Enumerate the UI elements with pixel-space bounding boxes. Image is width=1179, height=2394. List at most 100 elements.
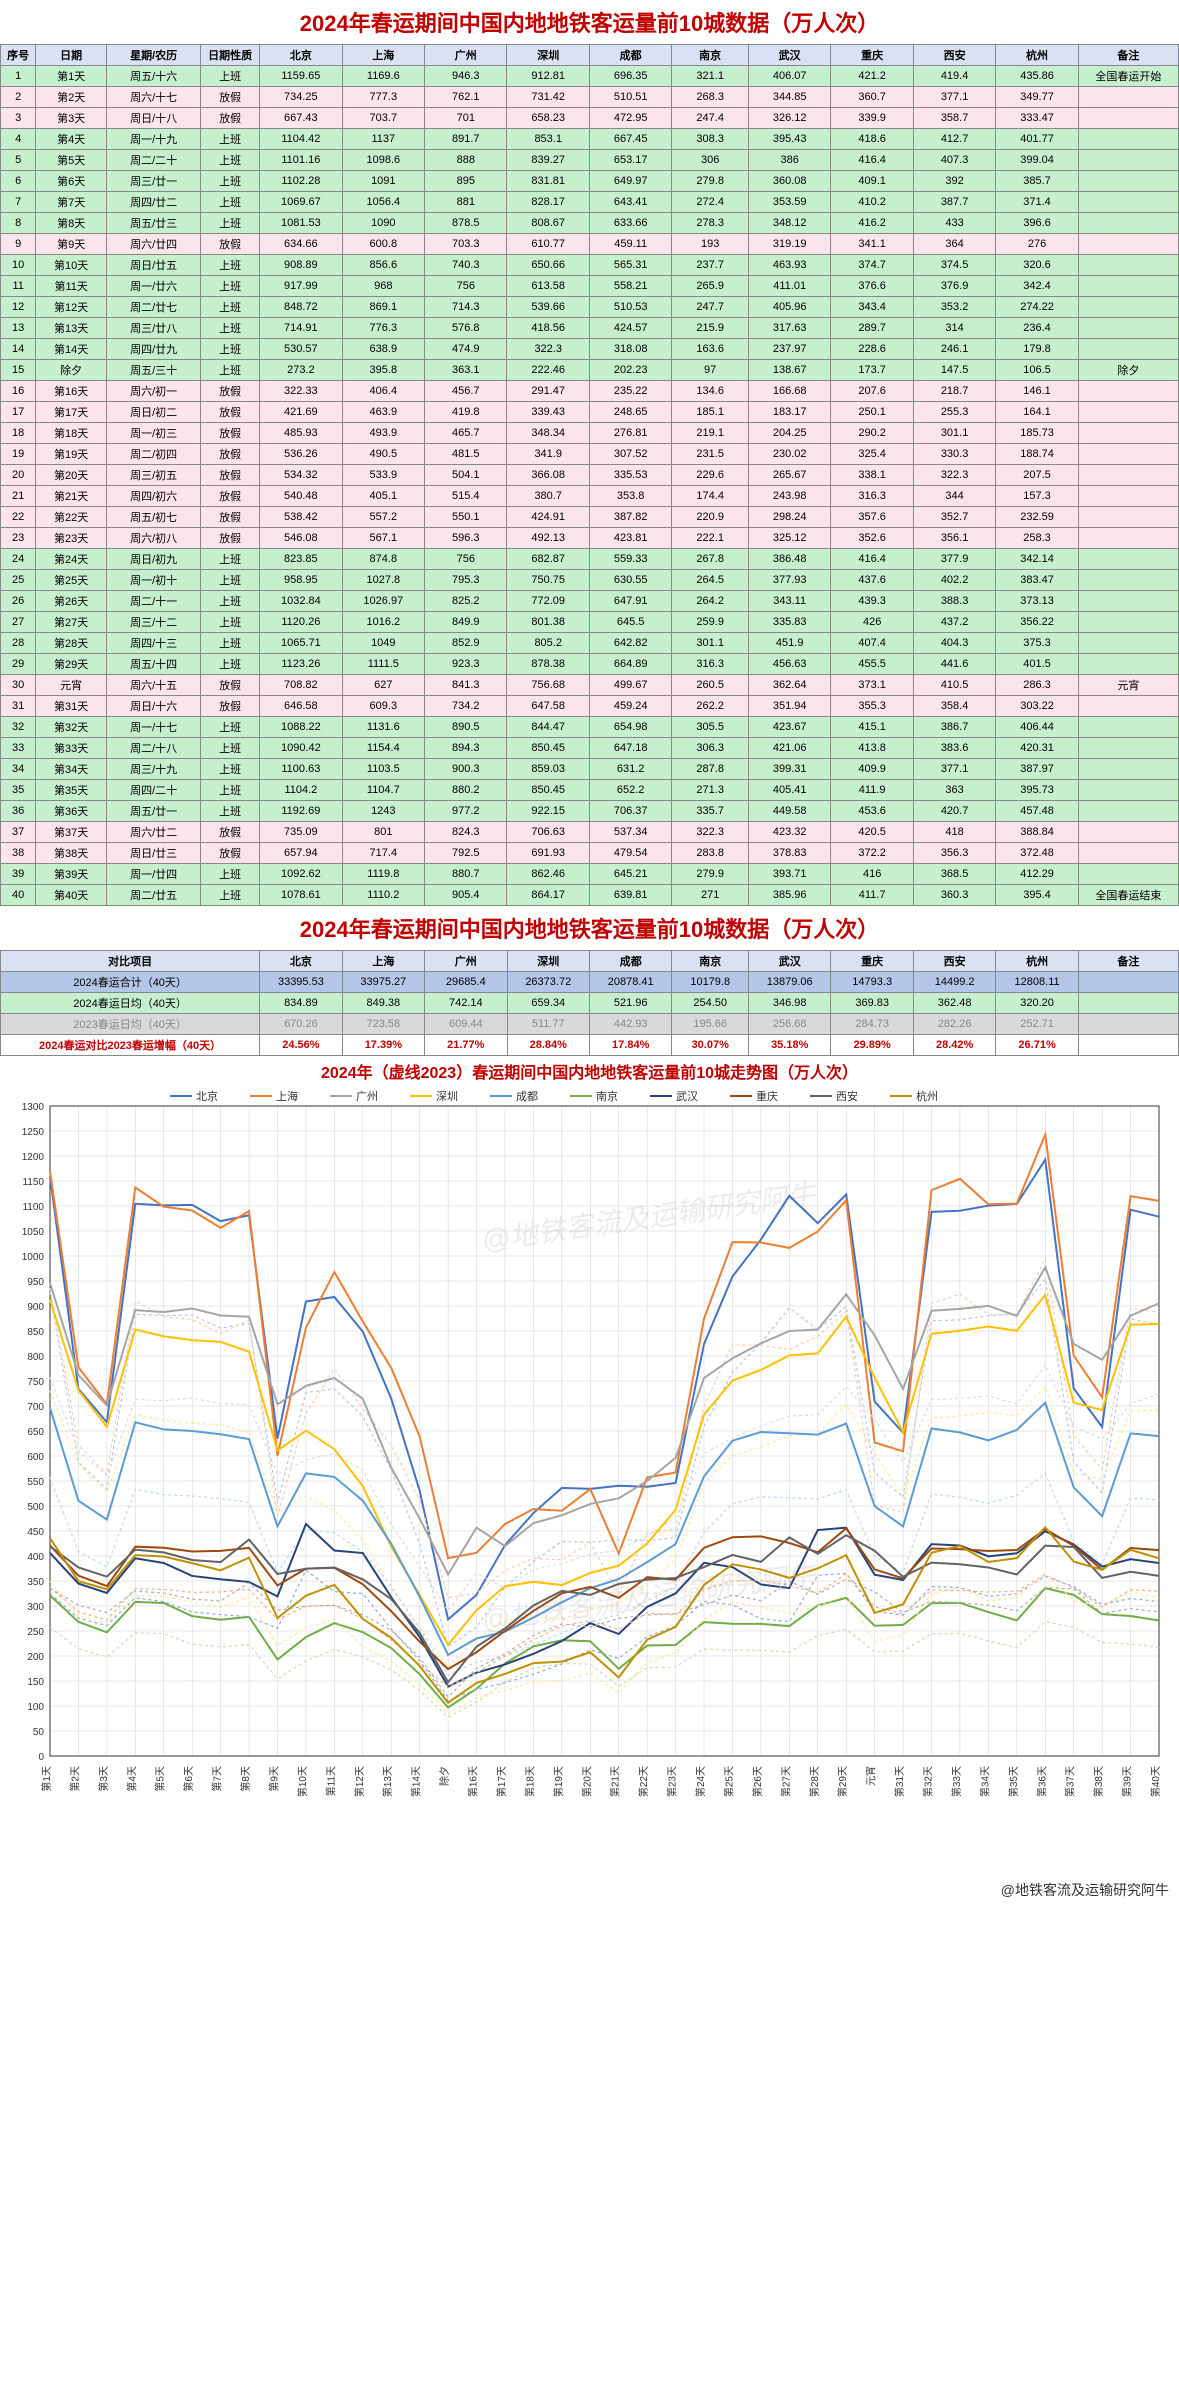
table-row: 26第26天周二/十一上班1032.841026.97825.2772.0964…: [1, 591, 1179, 612]
svg-text:第25天: 第25天: [722, 1766, 735, 1797]
col-header: 上海: [342, 951, 424, 972]
summary-row: 2024春运对比2023春运增幅（40天）24.56%17.39%21.77%2…: [1, 1035, 1179, 1056]
col-header: 星期/农历: [107, 45, 201, 66]
col-header: 西安: [913, 951, 995, 972]
svg-text:550: 550: [27, 1477, 44, 1488]
table-row: 17第17天周日/初二放假421.69463.9419.8339.43248.6…: [1, 402, 1179, 423]
svg-text:第37天: 第37天: [1064, 1766, 1077, 1797]
svg-text:950: 950: [27, 1277, 44, 1288]
svg-text:北京: 北京: [196, 1089, 218, 1103]
col-header: 杭州: [996, 45, 1078, 66]
svg-text:第28天: 第28天: [808, 1766, 821, 1797]
col-header: 武汉: [748, 45, 830, 66]
col-header: 对比项目: [1, 951, 260, 972]
col-header: 日期性质: [201, 45, 260, 66]
svg-text:第23天: 第23天: [666, 1766, 679, 1797]
table-row: 37第37天周六/廿二放假735.09801824.3706.63537.343…: [1, 822, 1179, 843]
table-row: 27第27天周三/十二上班1120.261016.2849.9801.38645…: [1, 612, 1179, 633]
svg-text:第11天: 第11天: [324, 1766, 337, 1796]
table-row: 31第31天周日/十六放假646.58609.3734.2647.58459.2…: [1, 696, 1179, 717]
col-header: 北京: [260, 951, 342, 972]
svg-text:第14天: 第14天: [410, 1766, 423, 1797]
svg-text:元宵: 元宵: [865, 1766, 878, 1786]
col-header: 上海: [342, 45, 424, 66]
table-row: 2第2天周六/十七放假734.25777.3762.1731.42510.512…: [1, 87, 1179, 108]
svg-text:广州: 广州: [356, 1090, 378, 1103]
summary-row: 2023春运日均（40天）670.26723.58609.44511.77442…: [1, 1014, 1179, 1035]
svg-text:第5天: 第5天: [154, 1766, 167, 1792]
col-header: 杭州: [996, 951, 1078, 972]
table-row: 25第25天周一/初十上班958.951027.8795.3750.75630.…: [1, 570, 1179, 591]
table-row: 23第23天周六/初八放假546.08567.1596.3492.13423.8…: [1, 528, 1179, 549]
table-row: 6第6天周三/廿一上班1102.281091895831.81649.97279…: [1, 171, 1179, 192]
svg-text:第12天: 第12天: [353, 1766, 366, 1797]
table-row: 40第40天周二/廿五上班1078.611110.2905.4864.17639…: [1, 885, 1179, 906]
svg-text:第6天: 第6天: [182, 1766, 195, 1792]
svg-text:第24天: 第24天: [694, 1766, 707, 1797]
summary-table: 对比项目北京上海广州深圳成都南京武汉重庆西安杭州备注 2024春运合计（40天）…: [0, 950, 1179, 1056]
svg-text:第26天: 第26天: [751, 1766, 764, 1797]
svg-text:450: 450: [27, 1527, 44, 1538]
line-chart: 2024年（虚线2023）春运期间中国内地地铁客运量前10城走势图（万人次） 北京…: [0, 1056, 1179, 1876]
main-title-1: 2024年春运期间中国内地地铁客运量前10城数据（万人次）: [0, 0, 1179, 44]
svg-text:成都: 成都: [516, 1090, 538, 1103]
table-row: 29第29天周五/十四上班1123.261111.5923.3878.38664…: [1, 654, 1179, 675]
table-row: 34第34天周三/十九上班1100.631103.5900.3859.03631…: [1, 759, 1179, 780]
col-header: 序号: [1, 45, 36, 66]
table-row: 21第21天周四/初六放假540.48405.1515.4380.7353.81…: [1, 486, 1179, 507]
col-header: 备注: [1078, 951, 1178, 972]
svg-text:上海: 上海: [276, 1089, 298, 1103]
svg-text:50: 50: [33, 1727, 45, 1738]
table-row: 36第36天周五/廿一上班1192.691243977.2922.15706.3…: [1, 801, 1179, 822]
main-title-2: 2024年春运期间中国内地地铁客运量前10城数据（万人次）: [0, 906, 1179, 950]
svg-text:200: 200: [27, 1652, 44, 1663]
col-header: 北京: [260, 45, 342, 66]
svg-text:250: 250: [27, 1627, 44, 1638]
svg-text:第35天: 第35天: [1007, 1766, 1020, 1797]
table-row: 15除夕周五/三十上班273.2395.8363.1222.46202.2397…: [1, 360, 1179, 381]
svg-text:1150: 1150: [22, 1177, 44, 1188]
svg-text:第27天: 第27天: [779, 1766, 792, 1797]
summary-row: 2024春运合计（40天）33395.5333975.2729685.42637…: [1, 972, 1179, 993]
svg-text:1200: 1200: [22, 1152, 45, 1163]
svg-text:900: 900: [27, 1302, 44, 1313]
svg-text:850: 850: [27, 1327, 44, 1338]
table-row: 19第19天周二/初四放假536.26490.5481.5341.9307.52…: [1, 444, 1179, 465]
svg-text:第33天: 第33天: [950, 1766, 963, 1797]
svg-text:南京: 南京: [596, 1089, 618, 1103]
table-row: 14第14天周四/廿九上班530.57638.9474.9322.3318.08…: [1, 339, 1179, 360]
col-header: 备注: [1078, 45, 1178, 66]
svg-text:2024年（虚线2023）春运期间中国内地地铁客运量前10城: 2024年（虚线2023）春运期间中国内地地铁客运量前10城走势图（万人次）: [321, 1063, 858, 1082]
svg-text:1300: 1300: [22, 1102, 45, 1113]
table-row: 9第9天周六/廿四放假634.66600.8703.3610.77459.111…: [1, 234, 1179, 255]
col-header: 广州: [425, 45, 507, 66]
svg-text:第18天: 第18天: [523, 1766, 536, 1797]
svg-text:1100: 1100: [22, 1202, 44, 1213]
col-header: 广州: [425, 951, 507, 972]
svg-text:第1天: 第1天: [40, 1766, 53, 1792]
col-header: 西安: [913, 45, 995, 66]
svg-text:深圳: 深圳: [436, 1090, 458, 1103]
col-header: 成都: [589, 45, 671, 66]
table-row: 32第32天周一/十七上班1088.221131.6890.5844.47654…: [1, 717, 1179, 738]
svg-text:700: 700: [27, 1402, 44, 1413]
svg-text:第17天: 第17天: [495, 1766, 508, 1797]
table-row: 7第7天周四/廿二上班1069.671056.4881828.17643.412…: [1, 192, 1179, 213]
table-row: 16第16天周六/初一放假322.33406.4456.7291.47235.2…: [1, 381, 1179, 402]
table-row: 4第4天周一/十九上班1104.421137891.7853.1667.4530…: [1, 129, 1179, 150]
table-row: 38第38天周日/廿三放假657.94717.4792.5691.93479.5…: [1, 843, 1179, 864]
credit-text: @地铁客流及运输研究阿牛: [0, 1876, 1179, 1904]
svg-text:1250: 1250: [22, 1127, 45, 1138]
table-row: 33第33天周二/十八上班1090.421154.4894.3850.45647…: [1, 738, 1179, 759]
col-header: 南京: [672, 951, 749, 972]
table-row: 28第28天周四/十三上班1065.711049852.9805.2642.82…: [1, 633, 1179, 654]
svg-text:第39天: 第39天: [1121, 1766, 1134, 1797]
svg-text:800: 800: [27, 1352, 44, 1363]
svg-text:杭州: 杭州: [916, 1089, 938, 1103]
svg-text:100: 100: [27, 1702, 44, 1713]
table-row: 39第39天周一/廿四上班1092.621119.8880.7862.46645…: [1, 864, 1179, 885]
svg-text:西安: 西安: [836, 1089, 858, 1103]
svg-text:第38天: 第38天: [1092, 1766, 1105, 1797]
svg-text:第19天: 第19天: [552, 1766, 565, 1797]
svg-text:400: 400: [27, 1552, 44, 1563]
